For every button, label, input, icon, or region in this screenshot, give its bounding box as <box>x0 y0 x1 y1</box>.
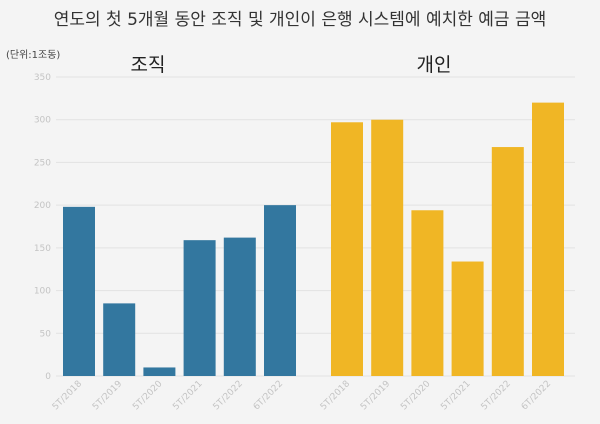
bar <box>183 240 216 376</box>
bar <box>532 102 564 376</box>
unit-label: (단위:1조동) <box>6 48 60 61</box>
bar <box>371 119 404 376</box>
y-tick-label: 100 <box>34 287 51 297</box>
bar <box>223 237 256 376</box>
bar <box>103 303 136 376</box>
x-tick-label: 5T/2019 <box>91 379 125 413</box>
x-axis-ticks: 5T/2018 5T/2019 5T/2020 5T/2021 5T/2022 6T/20… <box>51 379 553 413</box>
chart-title: 연도의 첫 5개월 동안 조직 및 개인이 은행 시스템에 예치한 예금 금액 <box>54 10 547 30</box>
bar <box>63 206 95 376</box>
y-axis-ticks: 0 50 100 150 200 250 300 350 <box>34 73 51 382</box>
x-tick-label: 5T/2019 <box>359 379 393 413</box>
y-tick-label: 150 <box>34 244 51 254</box>
y-tick-label: 0 <box>45 372 51 382</box>
x-tick-label: 5T/2018 <box>319 379 353 413</box>
x-tick-label: 5T/2022 <box>480 379 513 412</box>
y-tick-label: 250 <box>34 158 51 168</box>
y-tick-label: 50 <box>40 329 52 339</box>
bar <box>143 367 176 376</box>
x-tick-label: 5T/2022 <box>212 379 245 412</box>
group-label-organization: 조직 <box>131 54 166 76</box>
gridlines <box>56 76 575 377</box>
bar <box>264 205 296 376</box>
x-tick-label: 6T/2022 <box>252 379 285 412</box>
bar <box>331 122 363 376</box>
bars <box>63 102 564 376</box>
x-tick-label: 6T/2022 <box>520 379 553 412</box>
x-tick-label: 5T/2020 <box>131 379 165 413</box>
bar <box>411 210 444 376</box>
group-label-individual: 개인 <box>417 54 452 76</box>
bar <box>491 147 524 376</box>
x-tick-label: 5T/2021 <box>171 379 204 412</box>
x-tick-label: 5T/2018 <box>51 379 85 413</box>
bar <box>451 261 484 376</box>
y-tick-label: 300 <box>34 116 51 126</box>
x-tick-label: 5T/2021 <box>439 379 472 412</box>
y-tick-label: 350 <box>34 73 51 83</box>
y-tick-label: 200 <box>34 201 51 211</box>
x-tick-label: 5T/2020 <box>399 379 433 413</box>
